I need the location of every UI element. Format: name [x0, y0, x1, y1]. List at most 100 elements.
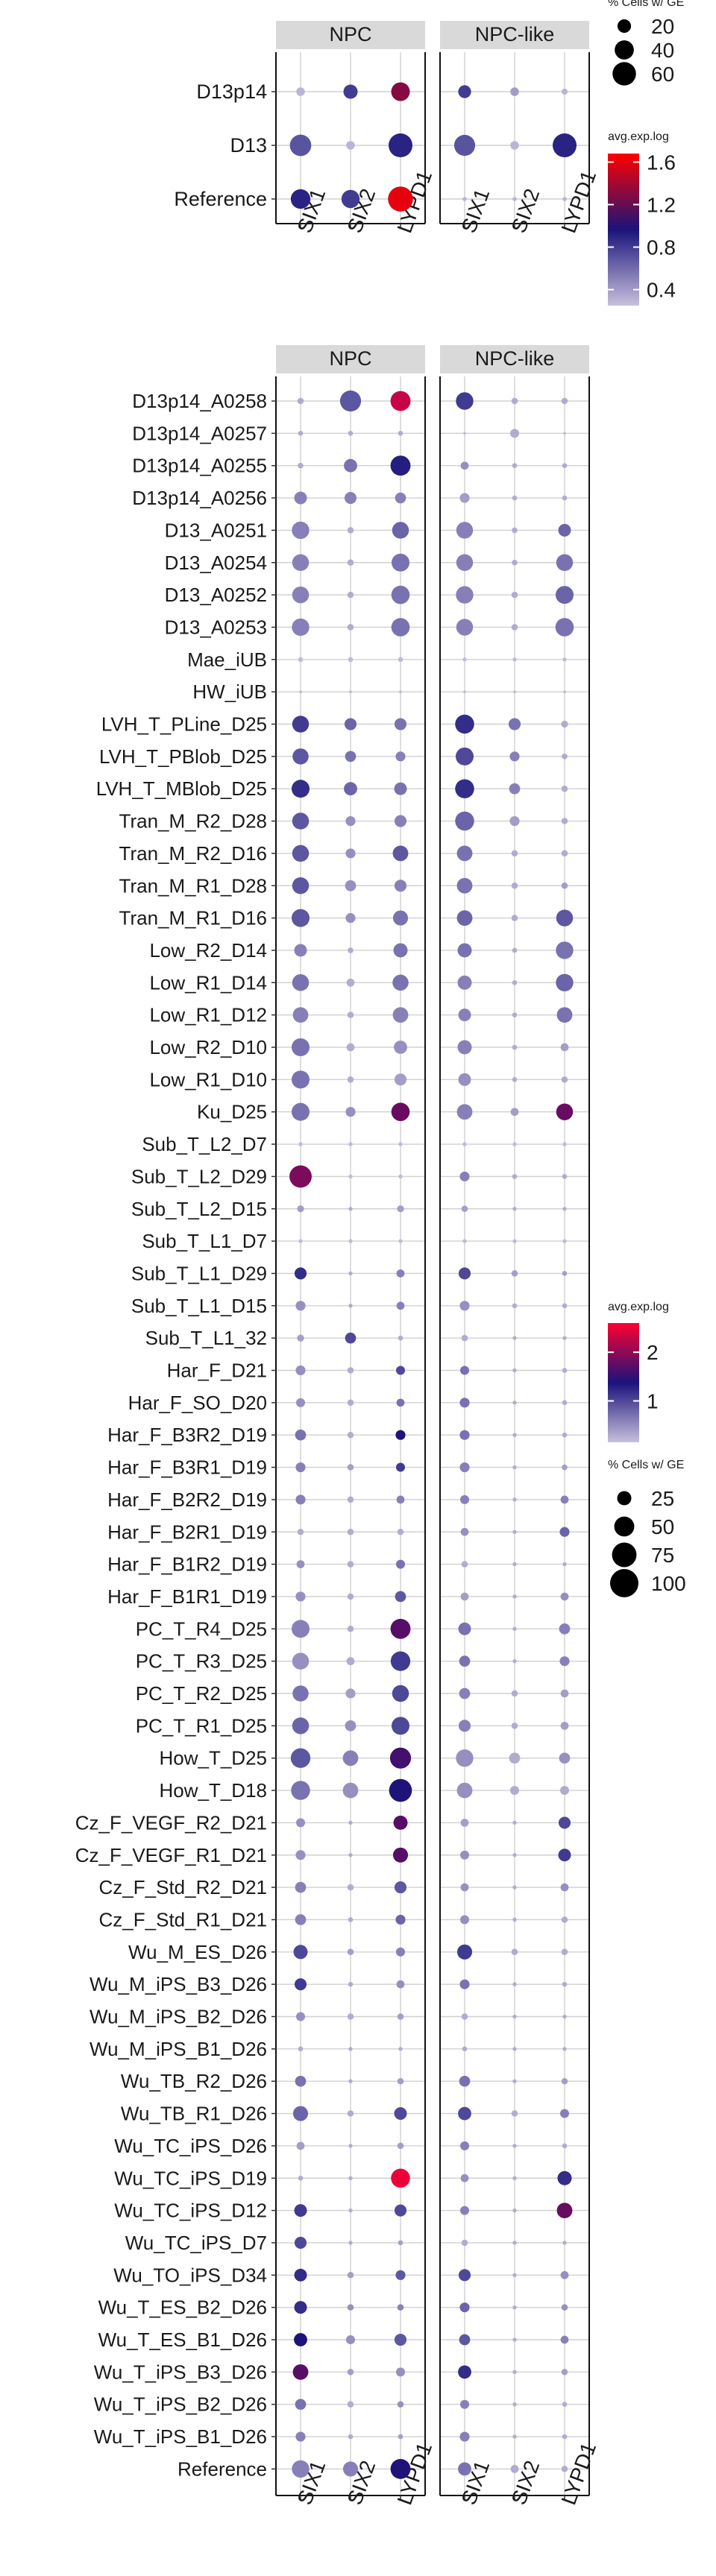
- dot-point: [345, 913, 356, 924]
- y-tick-label: Har_F_SO_D20: [128, 1392, 267, 1414]
- dot-point: [460, 1527, 469, 1536]
- dot-point: [456, 392, 474, 410]
- colorbar-title: avg.exp.log: [608, 1301, 669, 1313]
- dot-point: [562, 2014, 567, 2019]
- y-tick-label: D13_A0253: [165, 616, 267, 638]
- dot-point: [562, 1271, 568, 1276]
- facet-label: NPC-like: [475, 347, 555, 370]
- dot-point: [348, 2241, 353, 2245]
- dot-point: [295, 1591, 306, 1602]
- dot-point: [299, 690, 302, 694]
- dot-point: [457, 943, 472, 958]
- dot-point: [347, 1464, 354, 1471]
- dot-point: [290, 189, 311, 209]
- dot-point: [463, 690, 466, 694]
- dot-point: [508, 718, 521, 730]
- dot-point: [458, 85, 471, 98]
- dot-point: [459, 2302, 470, 2313]
- dot-point: [459, 1366, 470, 1375]
- dot-point: [348, 2208, 353, 2213]
- dot-point: [397, 1205, 404, 1213]
- y-tick-label: Wu_T_iPS_B1_D26: [94, 2425, 267, 2448]
- dot-point: [555, 618, 574, 637]
- dot-point: [391, 1102, 410, 1122]
- colorbar-tick-label: 1: [647, 1389, 659, 1412]
- y-tick-label: HW_iUB: [192, 681, 267, 703]
- y-tick-label: Sub_T_L1_D15: [131, 1295, 267, 1317]
- dot-point: [292, 586, 310, 604]
- dot-point: [512, 2337, 517, 2342]
- dot-point: [297, 397, 304, 405]
- size-legend-dot: [614, 1516, 635, 1537]
- dot-point: [561, 785, 568, 792]
- dot-point: [391, 585, 410, 604]
- dot-point: [512, 2434, 517, 2439]
- dot-point: [294, 2204, 307, 2217]
- dot-point: [512, 1982, 517, 1986]
- dot-point: [389, 133, 412, 157]
- dot-point: [512, 1626, 517, 1631]
- dot-point: [345, 880, 357, 891]
- dot-point: [462, 1142, 467, 1146]
- size-legend-label: 50: [651, 1515, 674, 1538]
- dot-point: [347, 1561, 354, 1568]
- dot-point: [561, 2369, 568, 2375]
- dot-point: [397, 1529, 404, 1535]
- size-legend-dot: [612, 1542, 637, 1568]
- dot-point: [512, 1239, 517, 1243]
- y-tick-label: Wu_TC_iPS_D19: [114, 2167, 267, 2189]
- dot-point: [455, 811, 474, 831]
- dot-point: [512, 2014, 517, 2019]
- dot-point: [512, 2079, 517, 2083]
- dot-point: [462, 657, 467, 662]
- dot-point: [512, 1465, 517, 1470]
- dot-point: [512, 1562, 517, 1567]
- dot-point: [347, 559, 354, 566]
- dot-point: [348, 2176, 353, 2180]
- dot-point: [562, 2143, 568, 2149]
- dot-point: [398, 1335, 403, 1341]
- dot-point: [298, 1142, 303, 1146]
- dot-point: [460, 1883, 469, 1892]
- dot-point: [292, 716, 310, 733]
- dot-point: [294, 944, 307, 957]
- dot-point: [295, 1429, 307, 1441]
- y-tick-label: Cz_F_VEGF_R2_D21: [75, 1811, 267, 1834]
- dot-point: [458, 1073, 471, 1086]
- dot-point: [512, 2273, 517, 2277]
- dot-point: [291, 1102, 310, 1121]
- dot-point: [348, 657, 354, 663]
- dot-point: [294, 491, 307, 505]
- dot-point: [556, 909, 574, 926]
- dot-point: [346, 978, 355, 987]
- dot-point: [461, 2239, 468, 2247]
- dot-point: [396, 1301, 405, 1310]
- y-tick-label: Tran_M_R2_D16: [119, 842, 267, 865]
- dot-point: [557, 2171, 572, 2185]
- dot-point: [556, 973, 574, 992]
- dot-point: [346, 141, 355, 150]
- dot-point: [292, 974, 310, 991]
- dot-point: [295, 1365, 306, 1376]
- dot-point: [558, 1849, 571, 1862]
- dot-point: [512, 2208, 517, 2213]
- dot-point: [290, 1748, 311, 1768]
- dot-point: [562, 463, 568, 468]
- dot-point: [298, 1239, 303, 1243]
- dot-point: [456, 554, 474, 571]
- dot-point: [348, 2434, 354, 2440]
- dot-point: [348, 1207, 353, 1211]
- dot-point: [562, 2047, 567, 2051]
- dot-point: [458, 1720, 471, 1732]
- dot-point: [555, 586, 574, 604]
- dot-point: [509, 751, 520, 762]
- dot-point: [394, 1041, 407, 1054]
- y-tick-label: Wu_TB_R2_D26: [121, 2070, 267, 2092]
- dot-point: [391, 2168, 410, 2188]
- dot-point: [559, 1786, 570, 1796]
- dot-point: [289, 1165, 312, 1188]
- dot-point: [459, 1462, 470, 1473]
- dot-point: [562, 1174, 568, 1179]
- y-tick-label: Har_F_B3R1_D19: [107, 1456, 267, 1479]
